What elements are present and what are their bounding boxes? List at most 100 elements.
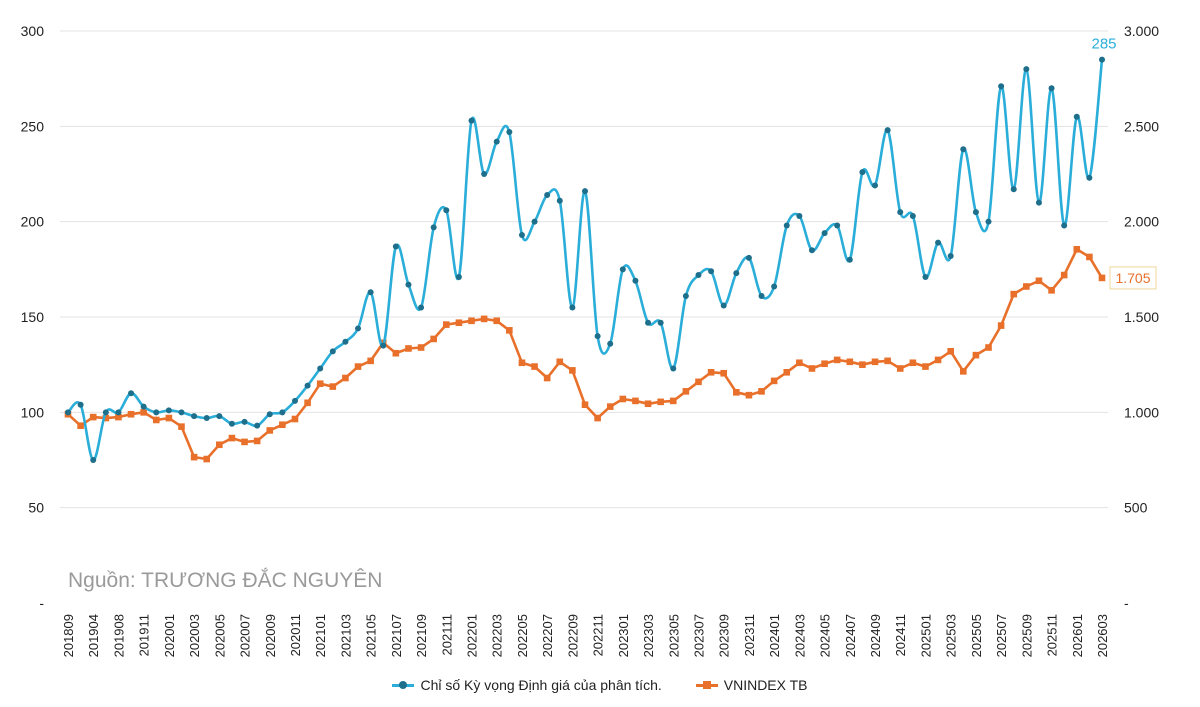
- series-valuation-point: [90, 457, 97, 463]
- series-valuation-point: [392, 243, 399, 250]
- series-vnindex-point: [1048, 287, 1055, 294]
- series-valuation-point: [783, 222, 790, 229]
- series-valuation-point: [1061, 222, 1068, 229]
- series-valuation-point: [1010, 186, 1017, 193]
- series-vnindex-point: [455, 319, 463, 327]
- x-tick-label: 202501: [918, 614, 933, 657]
- series-vnindex-point: [1086, 253, 1093, 261]
- series-vnindex-point: [241, 438, 248, 446]
- series-valuation-point: [291, 397, 298, 404]
- x-tick-label: 202003: [187, 614, 202, 657]
- series-valuation-point: [985, 218, 992, 225]
- legend-swatch-series1: [392, 680, 415, 690]
- series-vnindex-point: [127, 410, 135, 418]
- series-vnindex-point: [115, 413, 122, 421]
- series-vnindex-point: [203, 455, 211, 463]
- series-valuation-point: [682, 293, 689, 300]
- series-valuation-point: [342, 338, 349, 345]
- series-vnindex-point: [707, 368, 715, 376]
- left-axis: - 50 100 150 200 250 300: [21, 23, 45, 611]
- series-vnindex-point: [821, 360, 828, 368]
- series-vnindex-point: [556, 358, 564, 366]
- series-vnindex-end-label: 1.705: [1115, 270, 1150, 286]
- series-valuation-point: [632, 277, 639, 284]
- series-valuation-end-label: 285: [1091, 36, 1116, 53]
- series-vnindex-point: [342, 374, 349, 382]
- series-valuation-point: [254, 422, 261, 429]
- x-tick-label: 202201: [465, 614, 480, 657]
- series-valuation-point: [405, 281, 412, 288]
- gridlines: [60, 30, 1108, 509]
- series-valuation-point: [657, 319, 664, 326]
- series-vnindex-point: [594, 414, 601, 422]
- series-valuation-point: [733, 270, 740, 277]
- x-tick-label: 202005: [212, 614, 227, 657]
- series-valuation-point: [569, 304, 576, 311]
- source-note: Nguồn: TRƯƠNG ĐẮC NGUYÊN: [68, 569, 383, 592]
- series-valuation-point: [443, 207, 450, 214]
- series-valuation-point: [216, 413, 223, 420]
- series-vnindex-point: [1035, 277, 1043, 285]
- series-valuation-point: [518, 232, 525, 239]
- series-vnindex-point: [947, 348, 954, 355]
- x-tick-label: 202001: [162, 614, 177, 657]
- series-vnindex-point: [152, 416, 160, 424]
- series-valuation-point: [493, 138, 500, 145]
- series-valuation-point: [909, 212, 916, 219]
- x-axis: 201809 201904 201908 201911 202001 202003 2020…: [61, 614, 1110, 657]
- series-vnindex-point: [89, 413, 97, 421]
- series-valuation-point: [329, 348, 336, 355]
- series-valuation-point: [897, 209, 904, 216]
- series-valuation-point: [821, 230, 828, 237]
- series-vnindex-point: [190, 453, 198, 461]
- series-vnindex-point: [392, 349, 400, 357]
- x-tick-label: 201904: [86, 614, 101, 657]
- x-tick-label: 202007: [238, 614, 253, 657]
- series-valuation-point: [77, 401, 84, 408]
- series-vnindex-point: [216, 441, 223, 449]
- x-tick-label: 202505: [969, 614, 984, 657]
- series-vnindex-point: [657, 398, 664, 406]
- series-valuation-point: [241, 418, 248, 425]
- x-tick-label: 202111: [439, 614, 454, 655]
- series-valuation-point: [1048, 85, 1055, 92]
- series-valuation-point: [884, 127, 891, 134]
- series-valuation-point: [191, 413, 198, 420]
- series-vnindex-point: [354, 363, 362, 370]
- series-vnindex-point: [758, 388, 765, 395]
- series-vnindex-point: [569, 367, 576, 374]
- series-vnindex-point: [140, 409, 147, 416]
- x-tick-label: 202509: [1019, 614, 1034, 657]
- series-valuation-point: [380, 342, 387, 349]
- x-tick-label: 202601: [1070, 614, 1085, 657]
- series-vnindex-point: [417, 344, 425, 351]
- series-vnindex-point: [606, 403, 614, 410]
- series-valuation-point: [317, 365, 324, 372]
- series-vnindex-point: [896, 365, 904, 372]
- series-vnindex-point: [468, 317, 475, 325]
- series-vnindex-point: [329, 383, 337, 390]
- left-tick-label: 50: [28, 500, 44, 516]
- series-vnindex: [64, 246, 1106, 463]
- x-tick-label: 201908: [111, 614, 126, 657]
- series-vnindex-point: [745, 391, 753, 399]
- x-tick-label: 202205: [515, 614, 530, 657]
- x-tick-label: 202411: [893, 614, 908, 656]
- series-vnindex-point: [770, 377, 778, 385]
- series-valuation-point: [279, 409, 286, 416]
- series-vnindex-point: [783, 368, 791, 376]
- series-vnindex-point: [165, 414, 173, 422]
- x-tick-label: 202109: [414, 614, 429, 657]
- legend-item-series2: VNINDEX TB: [695, 677, 808, 693]
- series-valuation-point: [140, 403, 147, 410]
- x-tick-label: 202303: [641, 614, 656, 657]
- right-axis: - 500 1.000 1.500 2.000 2.500 3.000: [1124, 23, 1159, 611]
- series-vnindex-point: [833, 356, 841, 364]
- series-vnindex-point: [884, 357, 891, 365]
- series-valuation-point: [153, 409, 160, 416]
- right-tick-label: 2.000: [1124, 214, 1159, 230]
- series-vnindex-point: [1073, 246, 1081, 253]
- series-valuation-point: [468, 117, 475, 124]
- series-valuation-point: [556, 197, 563, 204]
- series-vnindex-point: [178, 423, 185, 430]
